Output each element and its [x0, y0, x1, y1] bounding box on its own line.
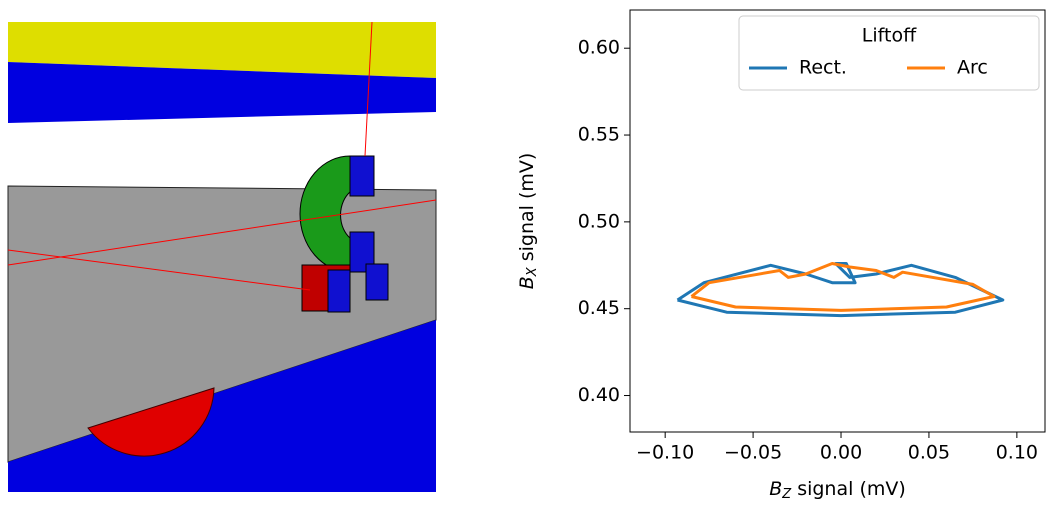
x-tick-label: 0.10 [996, 442, 1038, 464]
legend-title: Liftoff [862, 25, 917, 47]
x-tick-label: −0.05 [724, 442, 782, 464]
y-tick-label: 0.55 [578, 124, 620, 146]
xlabel: BZ signal (mV) [769, 478, 906, 502]
legend-label: Arc [957, 57, 988, 79]
ylabel-part: signal (mV) [516, 153, 538, 268]
y-tick-label: 0.45 [578, 297, 620, 319]
ylabel: BX signal (mV) [516, 153, 540, 290]
xlabel-part: signal (mV) [791, 478, 906, 500]
legend-label: Rect. [799, 57, 847, 79]
pole [328, 270, 350, 312]
x-tick-label: −0.10 [636, 442, 694, 464]
ylabel-part: B [516, 276, 538, 289]
series-line [678, 264, 1003, 316]
x-tick-label: 0.00 [820, 442, 862, 464]
y-tick-label: 0.50 [578, 210, 620, 232]
y-tick-label: 0.40 [578, 384, 620, 406]
pole [366, 264, 388, 300]
y-tick-label: 0.60 [578, 37, 620, 59]
x-tick-label: 0.05 [908, 442, 950, 464]
pole [350, 156, 374, 196]
page: {"chart_data": {"type": "line", "xlabel"… [0, 0, 1049, 512]
figure: −0.10 −0.05 0.00 0.05 0.10 0.40 0.45 0.50 0.55 0.… [0, 0, 1049, 512]
xlabel-part: B [769, 478, 782, 500]
render-3d [8, 22, 436, 492]
